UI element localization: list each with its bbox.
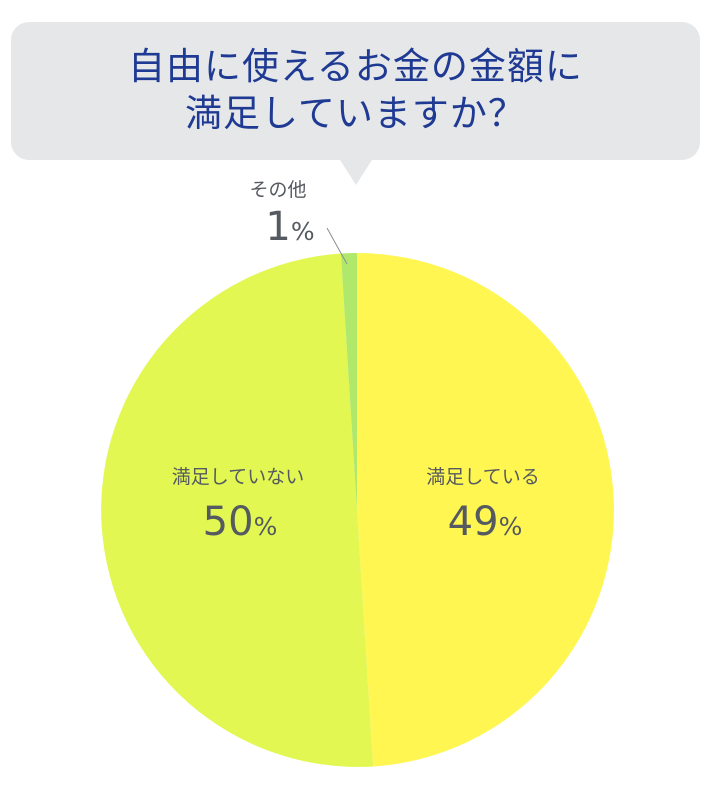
slice-not-satisfied: [101, 253, 374, 767]
pie-labels: 満足している 49% 満足していない 50% その他 1%: [172, 179, 540, 545]
label-satisfied-percent: 49%: [448, 499, 523, 545]
leader-line-other: [326, 227, 348, 265]
label-other-name: その他: [249, 179, 306, 201]
label-not-satisfied-percent: 50%: [203, 499, 278, 545]
pie-slices: [101, 253, 614, 767]
question-title-line-2: 満足していますか？: [185, 92, 526, 135]
question-title-line-1: 自由に使えるお金の金額に: [128, 45, 583, 88]
label-satisfied-name: 満足している: [426, 466, 539, 488]
label-not-satisfied-name: 満足していない: [172, 466, 304, 488]
slice-satisfied: [357, 253, 614, 767]
slice-other: [340, 253, 357, 510]
question-bubble: [11, 22, 700, 160]
label-other-percent: 1%: [265, 204, 314, 250]
